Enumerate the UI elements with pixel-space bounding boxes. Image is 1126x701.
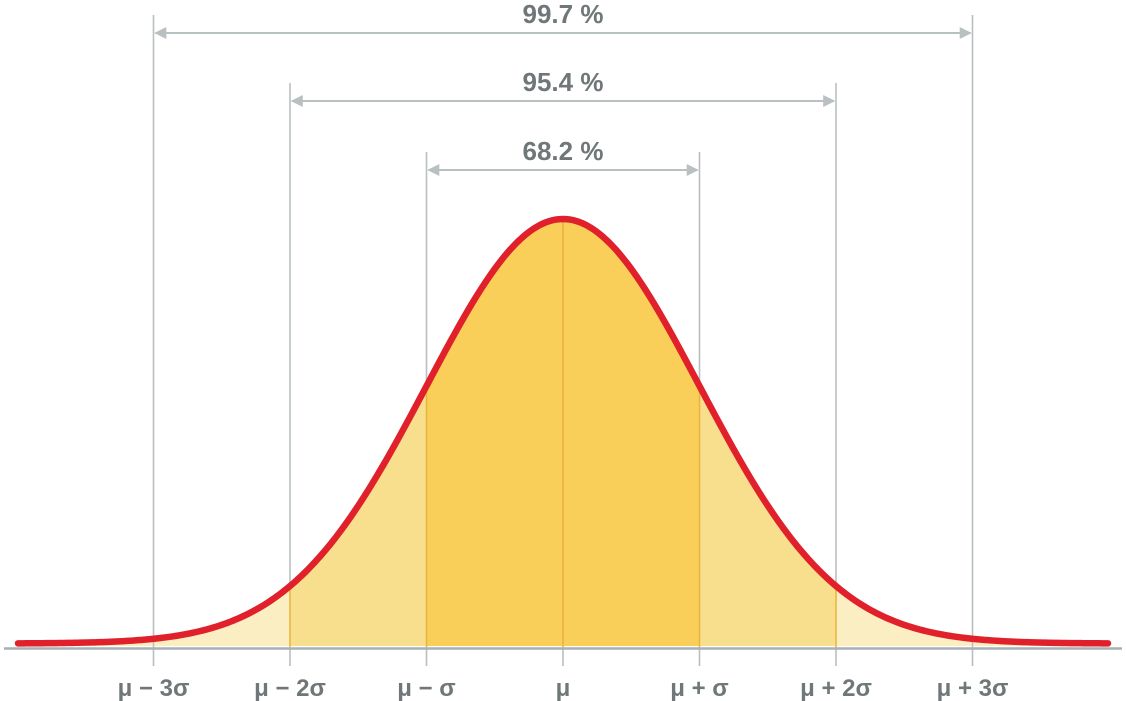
- band-3sd-left: [153, 586, 290, 646]
- tick-label: μ + 3σ: [937, 675, 1009, 701]
- tick-label: μ + σ: [670, 675, 728, 701]
- tick-label: μ: [556, 675, 571, 701]
- tick-label: μ − σ: [397, 675, 455, 701]
- tick-labels: μ − 3σ μ − 2σ μ − σ μ μ + σ μ + 2σ μ + 3σ: [118, 675, 1009, 701]
- normal-curve: [14, 215, 1112, 647]
- interval-label: 95.4 %: [523, 67, 604, 97]
- interval-arrows: 68.2 % 95.4 % 99.7 %: [154, 0, 972, 176]
- curve-layer: [14, 215, 1112, 647]
- interval-label: 68.2 %: [523, 136, 604, 166]
- tick-label: μ + 2σ: [800, 675, 872, 701]
- tick-label: μ − 3σ: [118, 675, 190, 701]
- gridlines: [152, 15, 974, 666]
- band-3sd-right: [836, 586, 973, 646]
- tick-label: μ − 2σ: [254, 675, 326, 701]
- interval-label: 99.7 %: [523, 0, 604, 29]
